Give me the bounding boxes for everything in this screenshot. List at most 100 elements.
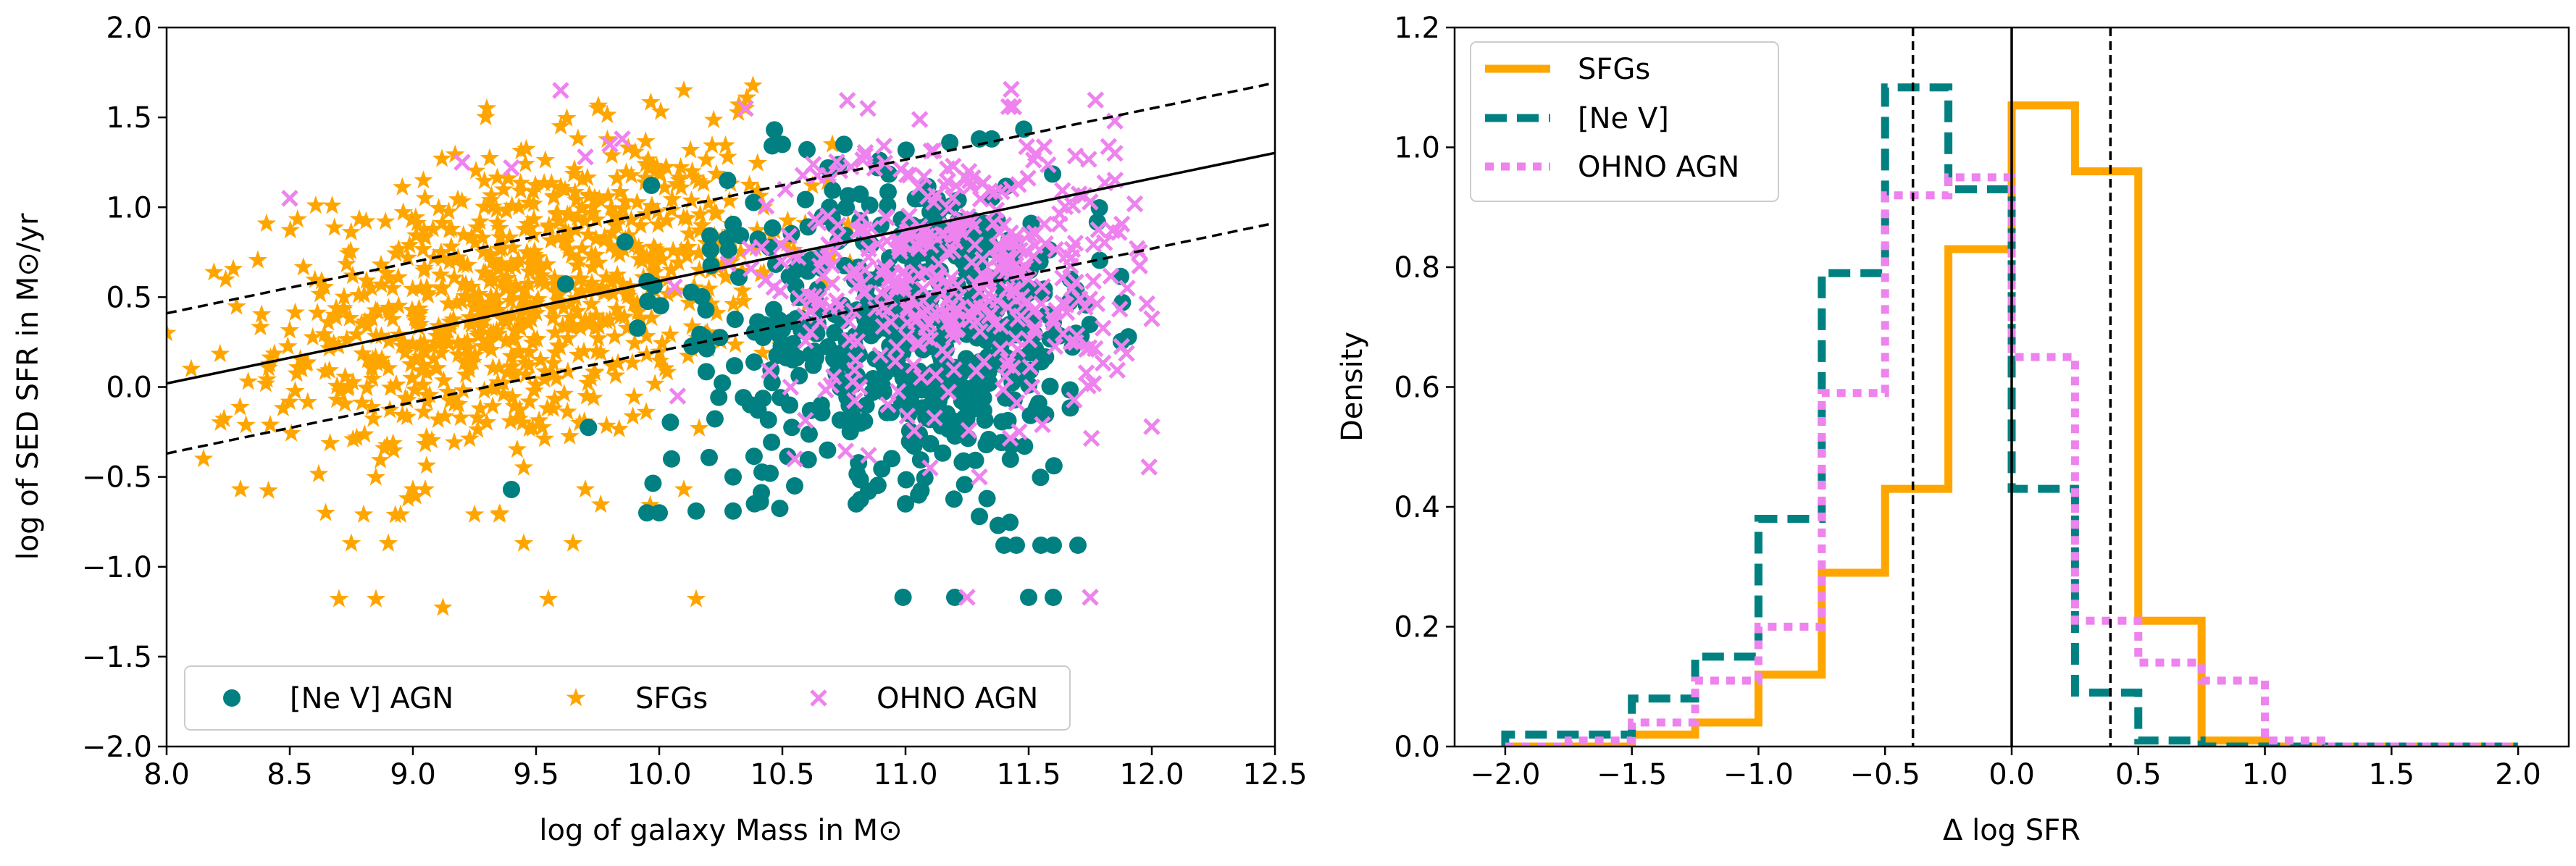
circle-point [799,262,817,280]
x-point [1050,215,1069,233]
x-point [1003,80,1020,98]
star-point [341,533,361,552]
circle-point [1044,165,1062,183]
scatter-x-ticks: 8.0 8.5 9.0 9.5 10.0 10.5 11.0 11.5 12.0 12.5 [143,747,1308,791]
x-point [919,188,937,206]
star-point [609,419,629,437]
circle-point [883,450,901,468]
x-point [819,207,837,225]
histogram-x-label: Δ log SFR [1943,814,2081,847]
x-tick-label: 1.5 [2369,758,2415,791]
x-point [937,177,954,196]
circle-point [897,141,915,159]
x-point [898,314,916,332]
x-point [1024,151,1042,169]
star-point [433,597,453,616]
x-point [1118,279,1136,297]
star-point [575,479,595,498]
scatter-legend: [Ne V] AGN SFGs OHNO AGN [184,665,1071,731]
x-point [1143,310,1161,327]
x-point [922,142,940,160]
circle-point [831,411,849,429]
circle-point [790,366,808,384]
x-point [901,167,919,184]
x-point [1080,339,1098,356]
x-point [944,322,961,340]
circle-point [735,389,753,407]
x-point [810,290,828,308]
star-point [590,494,611,513]
x-point [938,346,956,364]
x-point [926,409,943,426]
circle-point [1016,437,1034,455]
circle-point [892,361,911,379]
x-point [957,169,975,188]
circle-point [995,536,1013,554]
y-tick-label: 0.5 [106,281,152,314]
x-point [958,589,976,606]
x-point [980,292,998,310]
x-point [1140,458,1158,476]
legend-marker-nev-agn [223,689,241,707]
x-point [940,200,958,217]
star-point [251,304,272,323]
x-point [980,307,998,325]
circle-point [786,477,803,495]
x-point [765,278,783,296]
x-tick-label: 1.0 [2242,758,2288,791]
main-sequence-scatter-line [167,81,1275,315]
star-point [535,150,556,169]
x-point [913,369,930,387]
circle-point [953,453,971,471]
x-point [890,382,907,400]
circle-point [710,388,728,406]
x-point [930,255,948,273]
circle-point [897,495,914,513]
x-point [666,278,683,296]
circle-point [580,419,598,437]
y-tick-label: 1.0 [1394,132,1440,165]
x-point [1094,354,1112,372]
x-point [614,130,631,148]
circle-point [955,476,974,494]
circle-point [706,410,724,428]
circle-point [1091,251,1109,269]
star-point [210,343,230,363]
x-point [1126,195,1144,213]
x-point [1000,98,1018,116]
x-point [984,214,1003,232]
circle-point [874,383,892,401]
circle-point [839,187,857,205]
circle-point [503,481,520,499]
star-point [256,213,277,232]
star-point [702,135,722,154]
y-tick-label: 1.5 [106,101,152,135]
circle-point [953,392,971,410]
circle-point [745,353,764,371]
star-point [689,418,709,437]
x-tick-label: 0.5 [2115,758,2162,791]
x-point [1077,364,1095,382]
circle-point [774,135,791,154]
y-tick-label: 0.6 [1394,371,1440,405]
circle-point [1090,199,1108,217]
x-point [813,250,831,268]
x-tick-label: 2.0 [2495,758,2541,791]
circle-point [869,476,887,495]
circle-point [616,233,634,251]
y-tick-label: 2.0 [106,12,152,45]
x-point [960,421,978,440]
star-point [514,457,534,476]
scatter-y-label: log of SED SFR in M⊙/yr [12,213,45,560]
star-point [238,371,258,390]
x-point [939,172,956,190]
circle-point [753,484,771,502]
star-point [285,302,305,321]
legend-label-ohno-agn: OHNO AGN [877,682,1038,715]
x-point [1026,322,1043,340]
y-tick-label: 0.0 [106,371,152,405]
x-point [797,332,814,350]
circle-point [1008,536,1025,554]
legend-label-sfgs: SFGs [635,682,708,715]
y-tick-label: −0.5 [82,461,152,495]
